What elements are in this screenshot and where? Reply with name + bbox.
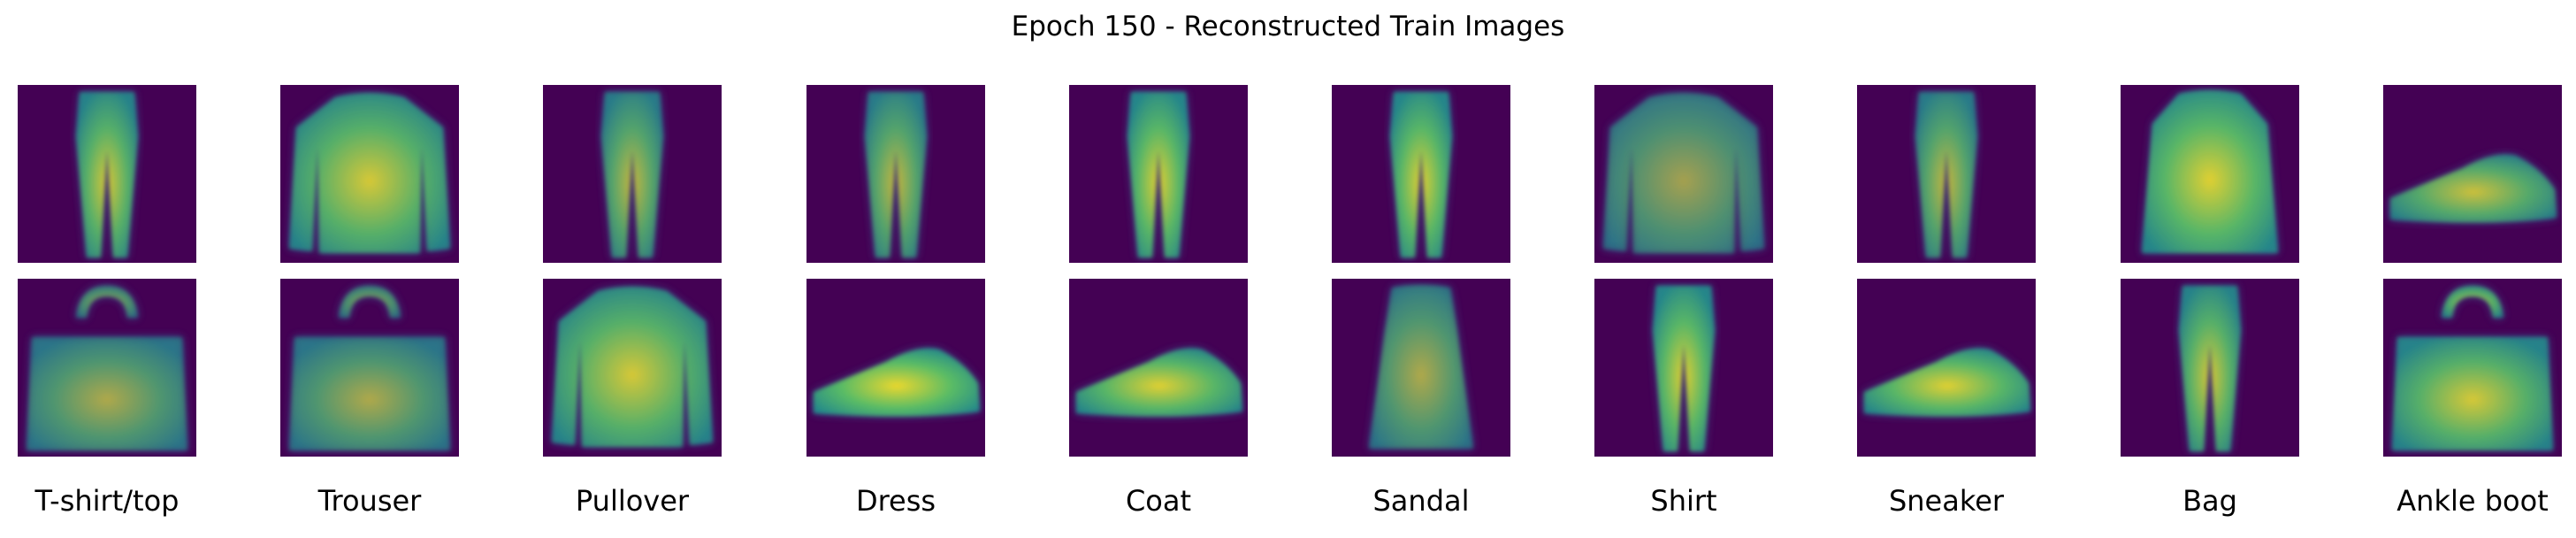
column-label-4: Dress: [855, 484, 936, 518]
reconstruction-top-1: [18, 85, 196, 263]
reconstruction-bottom-6: [1332, 279, 1510, 457]
reconstruction-top-5: [1069, 85, 1248, 263]
reconstruction-top-2: [280, 85, 459, 263]
reconstruction-bottom-3: [543, 279, 722, 457]
column-label-2: Trouser: [317, 484, 422, 518]
reconstruction-top-3: [543, 85, 722, 263]
reconstruction-top-4: [806, 85, 985, 263]
column-label-7: Shirt: [1650, 484, 1717, 518]
reconstruction-bottom-5: [1069, 279, 1248, 457]
reconstruction-bottom-1: [18, 279, 196, 457]
column-label-8: Sneaker: [1888, 484, 2005, 518]
figure-title: Epoch 150 - Reconstructed Train Images: [1011, 11, 1565, 42]
column-label-6: Sandal: [1372, 484, 1470, 518]
column-label-9: Bag: [2182, 484, 2237, 518]
reconstruction-bottom-2: [280, 279, 459, 457]
reconstruction-top-7: [1594, 85, 1773, 263]
reconstruction-top-6: [1332, 85, 1510, 263]
reconstruction-top-8: [1857, 85, 2036, 263]
reconstruction-bottom-7: [1594, 279, 1773, 457]
reconstruction-bottom-10: [2383, 279, 2562, 457]
column-label-1: T-shirt/top: [34, 484, 180, 518]
reconstruction-bottom-4: [806, 279, 985, 457]
reconstruction-bottom-8: [1857, 279, 2036, 457]
column-label-10: Ankle boot: [2396, 484, 2549, 518]
reconstruction-top-10: [2383, 85, 2562, 263]
reconstruction-top-9: [2121, 85, 2299, 263]
column-label-3: Pullover: [575, 484, 690, 518]
reconstruction-bottom-9: [2121, 279, 2299, 457]
column-label-5: Coat: [1125, 484, 1192, 518]
